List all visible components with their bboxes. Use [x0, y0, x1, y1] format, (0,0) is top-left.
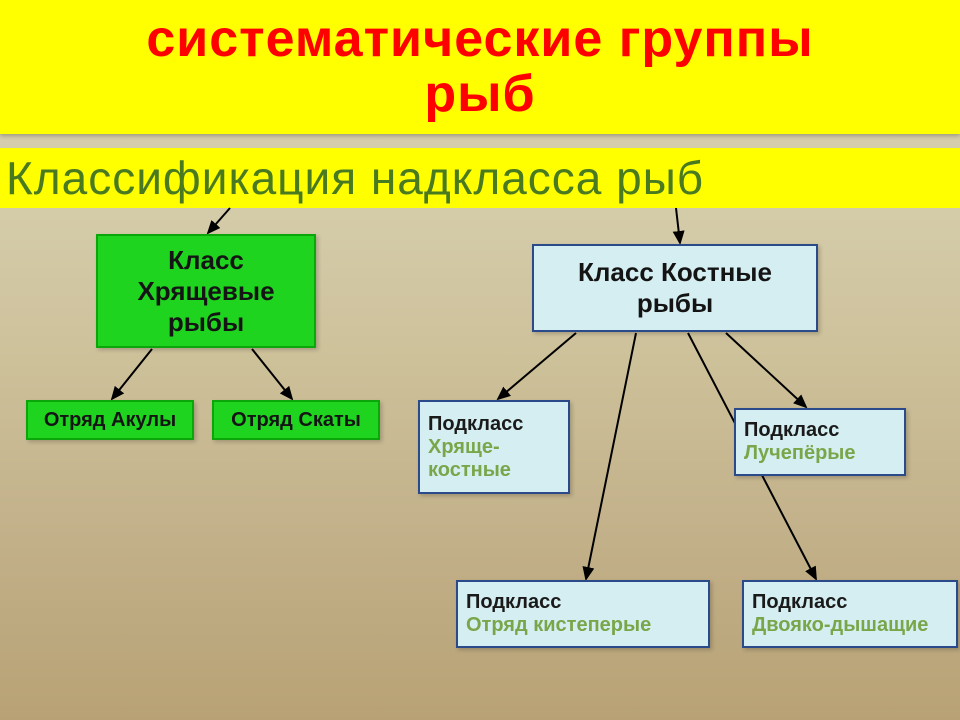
sub-chondro-key: Подкласс	[428, 413, 523, 436]
class-cart-l3: рыбы	[168, 307, 244, 338]
class-bony-l2: рыбы	[637, 288, 713, 319]
subtitle-text: Классификация надкласса рыб	[6, 151, 704, 205]
class-cartilaginous-box: Класс Хрящевые рыбы	[96, 234, 316, 348]
class-cart-l2: Хрящевые	[137, 276, 274, 307]
subtitle-band: Классификация надкласса рыб	[0, 148, 960, 208]
title-line1: систематические группы	[146, 12, 813, 67]
sub-chondro-v2: костные	[428, 459, 511, 482]
order-rays-label: Отряд Скаты	[231, 409, 361, 432]
sub-chondro-v1: Хряще-	[428, 436, 500, 459]
class-bony-l1: Класс Костные	[578, 257, 772, 288]
order-sharks-box: Отряд Акулы	[26, 400, 194, 440]
order-sharks-label: Отряд Акулы	[44, 409, 176, 432]
class-bony-box: Класс Костные рыбы	[532, 244, 818, 332]
title-text: систематические группы рыб	[146, 12, 813, 121]
subclass-lobefinned-box: Подкласс Отряд кистеперые	[456, 580, 710, 648]
subclass-lungfish-box: Подкласс Двояко-дышащие	[742, 580, 958, 648]
subclass-rayfinned-box: Подкласс Лучепёрые	[734, 408, 906, 476]
sub-lung-key: Подкласс	[752, 591, 847, 614]
sub-ray-val: Лучепёрые	[744, 442, 856, 465]
class-cart-l1: Класс	[168, 245, 244, 276]
sub-ray-key: Подкласс	[744, 419, 839, 442]
sub-lobe-key: Подкласс	[466, 591, 561, 614]
sub-lobe-val: Отряд кистеперые	[466, 614, 651, 637]
title-line2: рыб	[146, 67, 813, 122]
sub-lung-val: Двояко-дышащие	[752, 614, 928, 637]
subclass-chondrostei-box: Подкласс Хряще- костные	[418, 400, 570, 494]
title-band: систематические группы рыб	[0, 0, 960, 134]
order-rays-box: Отряд Скаты	[212, 400, 380, 440]
